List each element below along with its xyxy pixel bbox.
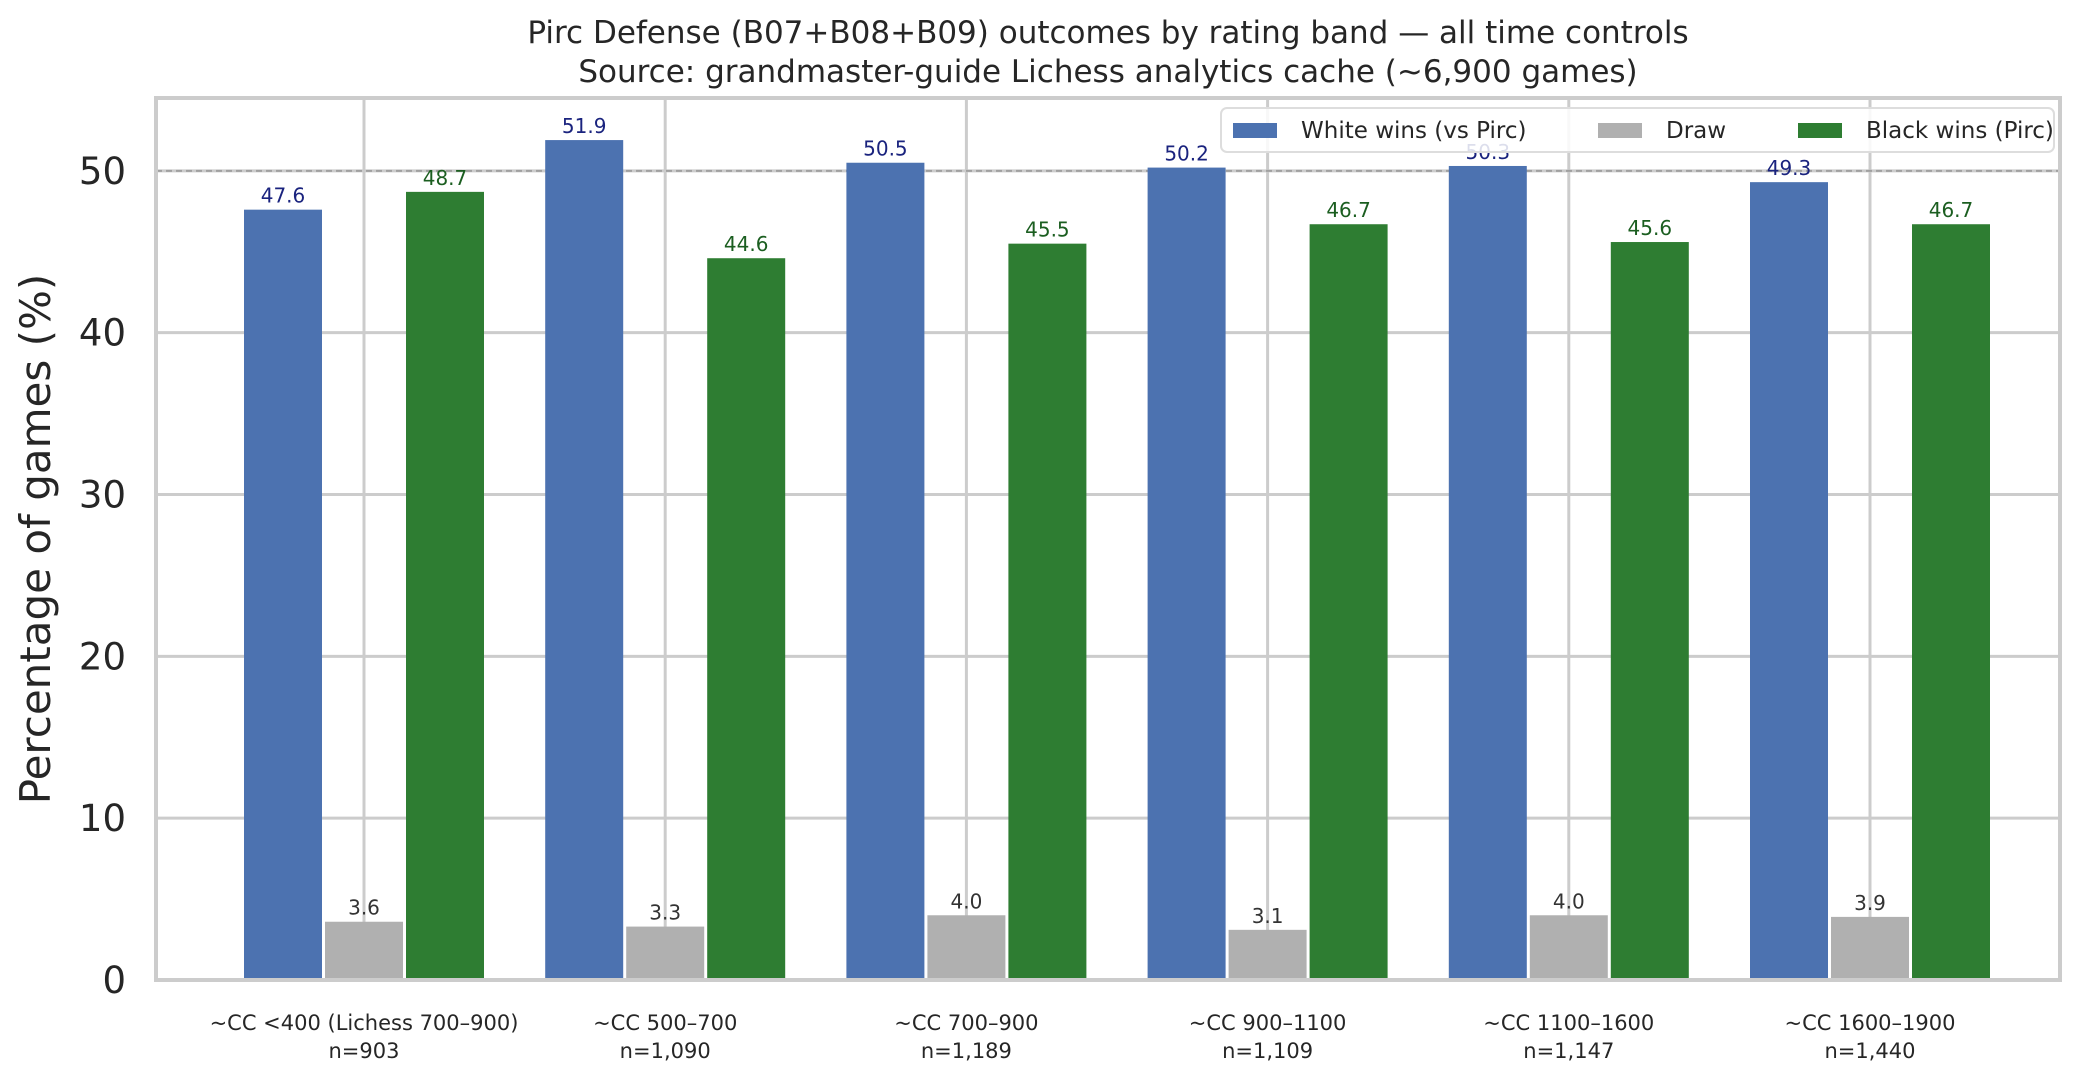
bar: [1831, 916, 1909, 980]
bar: [406, 191, 484, 980]
legend-label: White wins (vs Pirc): [1301, 118, 1526, 144]
x-tick-label: n=1,440: [1824, 1039, 1915, 1063]
bar-value-label: 45.6: [1628, 216, 1673, 240]
x-tick-label: n=1,109: [1222, 1039, 1313, 1063]
bar: [1529, 915, 1608, 980]
x-tick-label: n=1,147: [1523, 1039, 1614, 1063]
bar-value-label: 50.2: [1164, 142, 1209, 166]
bar-value-label: 44.6: [724, 232, 769, 256]
bar: [1309, 224, 1388, 980]
y-tick-label: 40: [79, 312, 126, 355]
bar: [927, 915, 1006, 980]
y-tick-label: 20: [79, 635, 126, 678]
bar: [1750, 182, 1828, 981]
bar-value-label: 3.3: [649, 901, 681, 925]
legend-swatch: [1598, 123, 1642, 138]
bar-value-label: 51.9: [562, 114, 607, 138]
x-tick-label: ~CC 700–900: [894, 1011, 1038, 1035]
bar: [1008, 243, 1087, 981]
bar: [1147, 167, 1226, 980]
legend-swatch: [1798, 123, 1842, 138]
y-axis-label: Percentage of games (%): [11, 274, 60, 805]
bar: [325, 921, 403, 980]
bar-value-label: 3.9: [1854, 891, 1886, 915]
x-tick-label: ~CC 1100–1600: [1483, 1011, 1654, 1035]
bar-value-label: 46.7: [1326, 198, 1371, 222]
x-tick-label: n=1,090: [620, 1039, 711, 1063]
x-tick-label: ~CC 500–700: [593, 1011, 737, 1035]
bar-value-label: 4.0: [950, 889, 982, 913]
bar: [244, 209, 322, 980]
bar-value-label: 3.1: [1252, 904, 1284, 928]
legend-swatch: [1233, 123, 1277, 138]
chart-title-line-1: Pirc Defense (B07+B08+B09) outcomes by r…: [527, 15, 1688, 51]
y-tick-label: 50: [79, 150, 126, 193]
bar: [1610, 242, 1689, 980]
x-tick-label: n=903: [329, 1039, 400, 1063]
y-tick-label: 10: [79, 797, 126, 840]
x-tick-label: ~CC 1600–1900: [1785, 1011, 1956, 1035]
bar-value-label: 47.6: [261, 184, 306, 208]
bar: [1912, 224, 1990, 980]
bar: [626, 926, 705, 980]
y-tick-label: 0: [102, 959, 126, 1002]
legend-label: Black wins (Pirc): [1866, 118, 2054, 144]
chart-title-line-2: Source: grandmaster-guide Lichess analyt…: [578, 54, 1637, 90]
y-tick-label: 30: [79, 473, 126, 516]
bar-value-label: 4.0: [1553, 889, 1585, 913]
bar: [1448, 165, 1527, 980]
bar: [545, 140, 624, 981]
bar: [1228, 929, 1307, 980]
bar-value-label: 48.7: [423, 166, 468, 190]
bar: [846, 162, 925, 980]
x-tick-label: ~CC 900–1100: [1189, 1011, 1347, 1035]
bar-value-label: 49.3: [1767, 156, 1812, 180]
bar: [707, 258, 786, 980]
bar-value-label: 50.5: [863, 137, 908, 161]
bar-value-label: 46.7: [1929, 198, 1974, 222]
bar-value-label: 3.6: [348, 896, 380, 920]
bar-value-label: 45.5: [1025, 218, 1070, 242]
plot-frame: [154, 96, 2062, 982]
legend-label: Draw: [1666, 118, 1726, 144]
x-tick-label: ~CC <400 (Lichess 700–900): [210, 1011, 519, 1035]
x-tick-label: n=1,189: [921, 1039, 1012, 1063]
